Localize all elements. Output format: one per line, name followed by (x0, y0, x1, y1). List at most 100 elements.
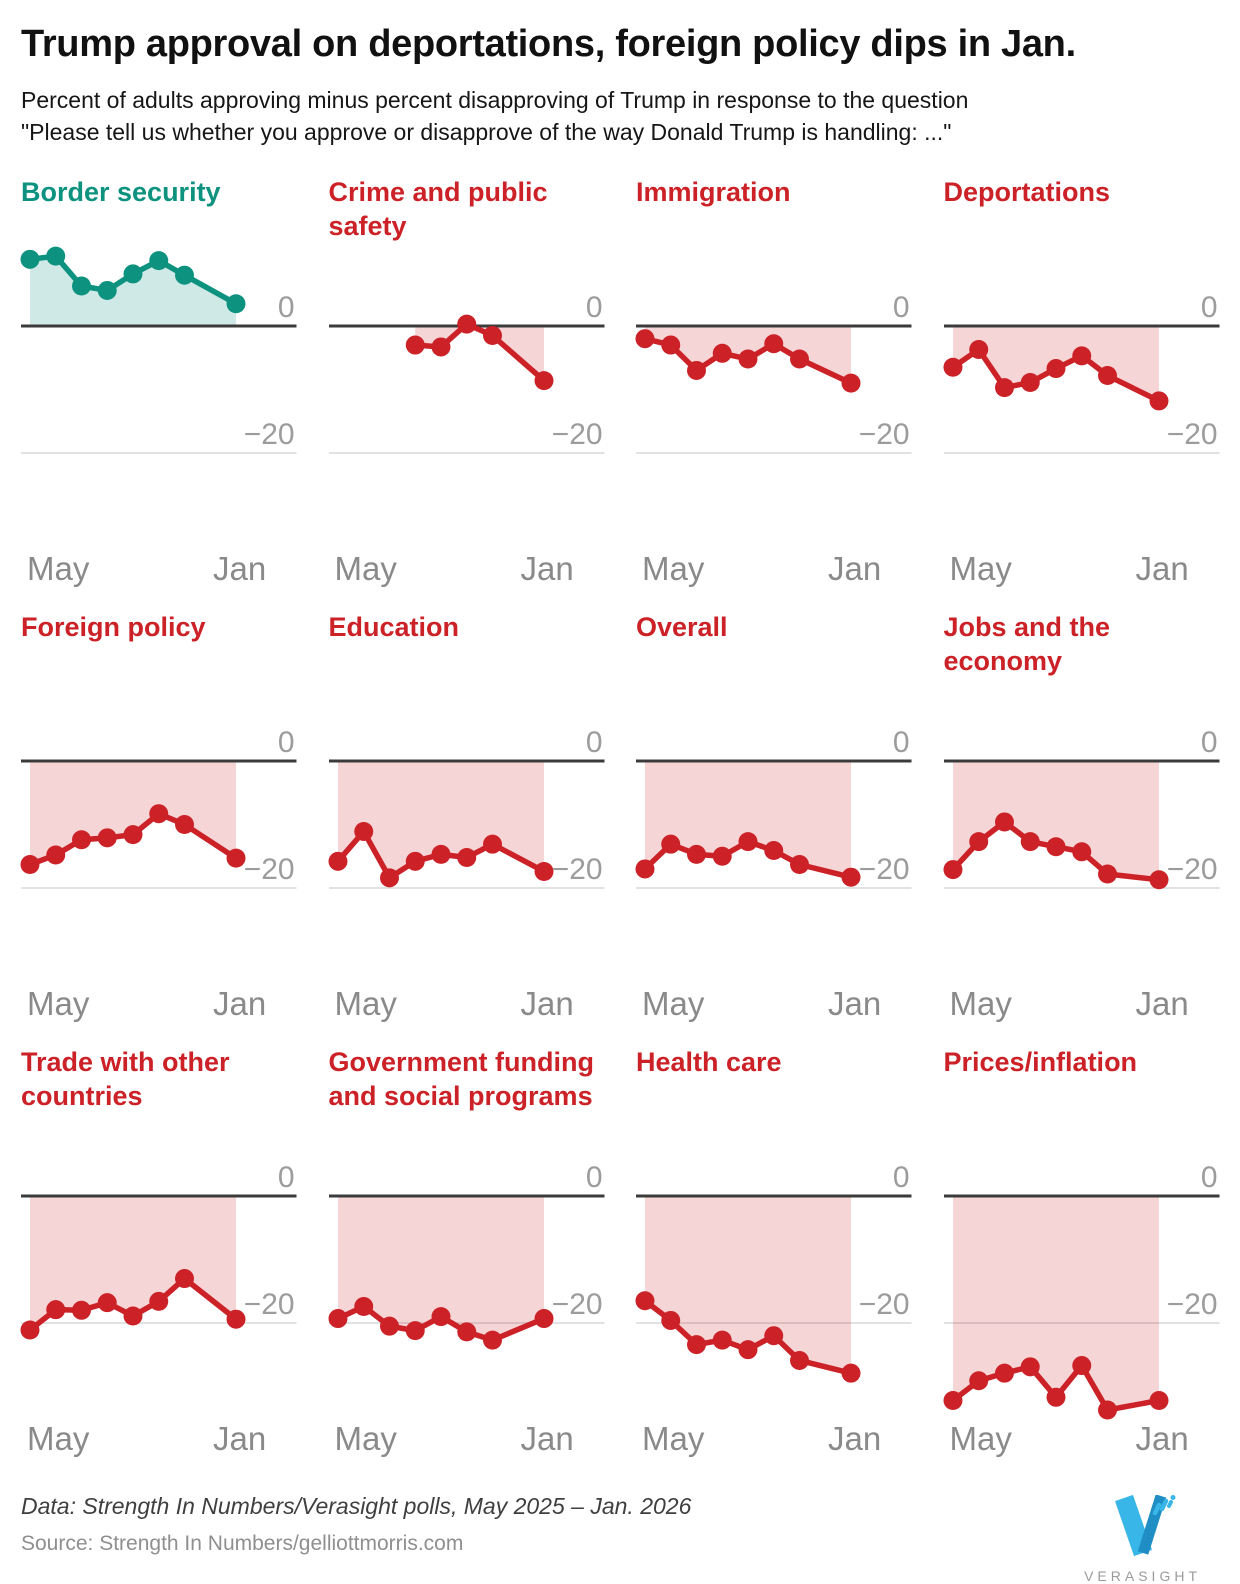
svg-text:0: 0 (893, 1161, 910, 1194)
panel-border-security: Border security 0 −20 May Jan (20, 175, 297, 587)
line-chart: 0 −20 (328, 291, 604, 454)
x-tick-jan: Jan (213, 549, 267, 587)
svg-text:−20: −20 (859, 853, 910, 886)
x-tick-may: May (334, 984, 397, 1022)
svg-text:−20: −20 (551, 853, 602, 886)
verasight-logo: VERASIGHT (1084, 1494, 1201, 1584)
svg-text:0: 0 (585, 291, 602, 324)
line-chart: 0 −20 (635, 291, 912, 454)
line-chart: 0 −20 (635, 1161, 912, 1383)
svg-text:−20: −20 (1166, 418, 1217, 451)
x-axis-labels: May Jan (636, 984, 912, 1022)
panel-title: Overall (636, 611, 728, 642)
panel-health-care: Health care 0 −20 May Jan (635, 1045, 912, 1457)
x-tick-may: May (334, 1419, 397, 1457)
footer: Data: Strength In Numbers/Verasight poll… (21, 1493, 1219, 1584)
svg-text:0: 0 (278, 1161, 295, 1194)
panel-title: Immigration (636, 176, 791, 207)
x-tick-jan: Jan (828, 549, 882, 587)
x-tick-may: May (949, 984, 1012, 1022)
line-chart: 0 −20 (20, 1161, 297, 1340)
x-axis-labels: May Jan (21, 984, 297, 1022)
footer-credits: Data: Strength In Numbers/Verasight poll… (21, 1493, 691, 1556)
x-axis-labels: May Jan (329, 984, 605, 1022)
svg-text:−20: −20 (244, 853, 295, 886)
x-tick-may: May (949, 1419, 1012, 1457)
svg-text:0: 0 (893, 291, 910, 324)
x-tick-may: May (27, 984, 90, 1022)
page-subtitle: Percent of adults approving minus percen… (21, 84, 1181, 149)
x-tick-may: May (949, 549, 1012, 587)
panel-title: Trade with other countries (21, 1046, 230, 1112)
svg-text:0: 0 (278, 726, 295, 759)
line-chart: 0 −20 (943, 291, 1219, 454)
panel-title: Foreign policy (21, 611, 206, 642)
svg-text:0: 0 (278, 291, 295, 324)
x-axis-labels: May Jan (21, 1419, 297, 1457)
x-axis-labels: May Jan (329, 549, 605, 587)
x-tick-jan: Jan (213, 1419, 267, 1457)
verasight-logo-text: VERASIGHT (1084, 1567, 1201, 1584)
line-chart: 0 −20 (20, 246, 297, 454)
x-axis-labels: May Jan (636, 549, 912, 587)
x-tick-jan: Jan (828, 984, 882, 1022)
x-axis-labels: May Jan (21, 549, 297, 587)
panel-title: Border security (21, 176, 221, 207)
data-credit: Data: Strength In Numbers/Verasight poll… (21, 1492, 692, 1519)
x-tick-may: May (27, 549, 90, 587)
panel-trade: Trade with other countries 0 −20 May Jan (20, 1045, 297, 1457)
svg-text:0: 0 (1200, 291, 1217, 324)
panel-title: Jobs and the economy (943, 611, 1111, 677)
svg-text:−20: −20 (1166, 853, 1217, 886)
panel-jobs-economy: Jobs and the economy 0 −20 May Jan (943, 610, 1220, 1022)
panel-title: Prices/inflation (943, 1046, 1138, 1077)
line-chart: 0 −20 (635, 726, 912, 889)
svg-text:−20: −20 (859, 1288, 910, 1321)
small-multiples-grid: Border security 0 −20 May Jan Crime and p… (20, 175, 1220, 1457)
x-axis-labels: May Jan (944, 984, 1220, 1022)
svg-text:−20: −20 (1166, 1288, 1217, 1321)
verasight-logo-icon (1114, 1494, 1176, 1557)
x-tick-jan: Jan (1135, 549, 1189, 587)
x-axis-labels: May Jan (636, 1419, 912, 1457)
panel-government-funding: Government funding and social programs 0… (328, 1045, 605, 1457)
x-tick-jan: Jan (1135, 984, 1189, 1022)
panel-crime-public-safety: Crime and public safety 0 −20 May Jan (328, 175, 605, 587)
panel-title: Government funding and social programs (328, 1046, 595, 1112)
line-chart: 0 −20 (328, 726, 604, 889)
page-title: Trump approval on deportations, foreign … (21, 23, 1076, 65)
line-chart: 0 −20 (943, 726, 1219, 890)
x-axis-labels: May Jan (944, 1419, 1220, 1457)
panel-foreign-policy: Foreign policy 0 −20 May Jan (20, 610, 297, 1022)
panel-overall: Overall 0 −20 May Jan (635, 610, 912, 1022)
svg-text:0: 0 (585, 1161, 602, 1194)
svg-text:0: 0 (1200, 1161, 1217, 1194)
svg-text:−20: −20 (551, 1288, 602, 1321)
x-tick-may: May (642, 549, 705, 587)
panel-deportations: Deportations 0 −20 May Jan (943, 175, 1220, 587)
subtitle-line-1: Percent of adults approving minus percen… (21, 86, 969, 113)
panel-title: Crime and public safety (328, 176, 548, 242)
x-tick-jan: Jan (520, 1419, 574, 1457)
panel-title: Deportations (943, 176, 1111, 207)
svg-text:−20: −20 (244, 418, 295, 451)
x-tick-jan: Jan (520, 549, 574, 587)
source-credit: Source: Strength In Numbers/gelliottmorr… (21, 1531, 464, 1555)
x-axis-labels: May Jan (329, 1419, 605, 1457)
x-axis-labels: May Jan (944, 549, 1220, 587)
subtitle-line-2: "Please tell us whether you approve or d… (21, 119, 952, 146)
line-chart: 0 −20 (943, 1161, 1219, 1420)
x-tick-jan: Jan (213, 984, 267, 1022)
x-tick-jan: Jan (520, 984, 574, 1022)
panel-education: Education 0 −20 May Jan (328, 610, 605, 1022)
x-tick-jan: Jan (828, 1419, 882, 1457)
line-chart: 0 −20 (20, 726, 297, 889)
x-tick-jan: Jan (1135, 1419, 1189, 1457)
svg-text:−20: −20 (244, 1288, 295, 1321)
x-tick-may: May (334, 549, 397, 587)
svg-text:−20: −20 (859, 418, 910, 451)
panel-title: Education (328, 611, 460, 642)
x-tick-may: May (27, 1419, 90, 1457)
line-chart: 0 −20 (328, 1161, 604, 1350)
